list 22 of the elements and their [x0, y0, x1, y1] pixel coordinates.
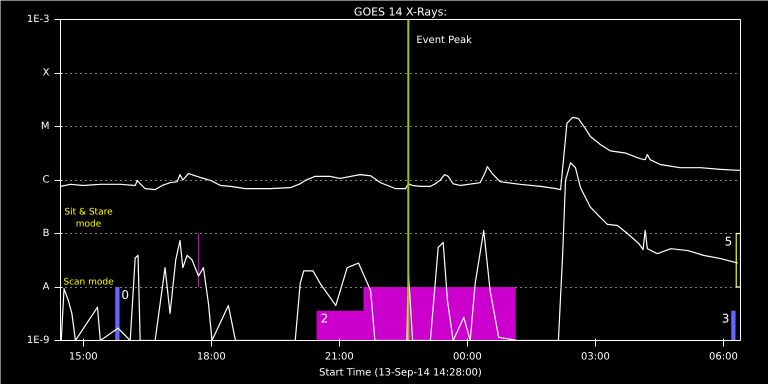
y-tick-label: 1E-3 — [26, 14, 50, 25]
y-tick-label: C — [42, 174, 50, 186]
annotation: 0 — [121, 288, 130, 302]
x-tick-label: 15:00 — [68, 352, 98, 362]
x-tick-label: 00:00 — [452, 352, 482, 362]
y-tick-label: X — [42, 68, 50, 78]
ref-line-label: Event Peak — [416, 35, 472, 46]
annotation: 5 — [724, 234, 732, 248]
annotation: 2 — [320, 312, 328, 326]
x-axis-title: Start Time (13-Sep-14 14:28:00) — [319, 368, 482, 378]
x-tick-label: 03:00 — [580, 352, 610, 362]
y-tick-label: 1E-9 — [26, 335, 50, 346]
chart-title: GOES 14 X-Rays: — [354, 6, 448, 18]
annotation: 3 — [722, 312, 730, 326]
x-tick-label: 21:00 — [324, 352, 354, 362]
y-tick-label: B — [42, 228, 50, 239]
x-tick-label: 06:00 — [709, 352, 738, 362]
annotation: Scan mode — [63, 278, 114, 288]
y-tick-label: M — [40, 121, 50, 132]
annotation: Sit & Stare mode — [64, 208, 114, 230]
x-tick-label: 18:00 — [196, 352, 226, 362]
y-tick-label: A — [42, 282, 50, 292]
